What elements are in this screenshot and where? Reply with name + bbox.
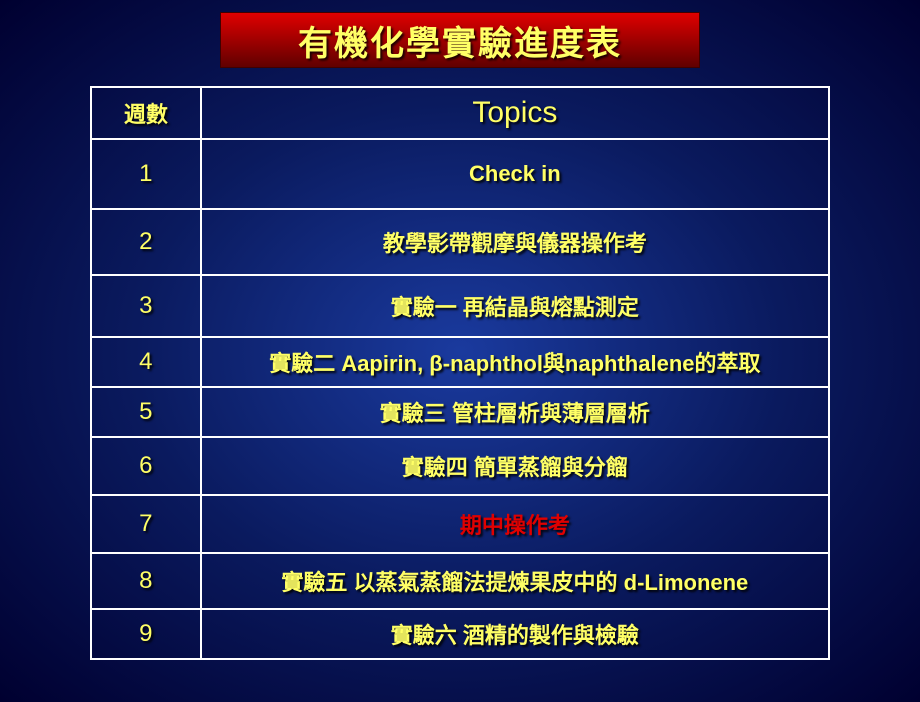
topic-text: 實驗一 再結晶與熔點測定 (391, 295, 639, 320)
schedule-table: 週數 Topics 1 Check in 2 教學影帶觀摩與儀器操作考 3 實驗… (90, 86, 830, 660)
topic-cell: 實驗三 管柱層析與薄層層析 (201, 387, 829, 437)
week-number: 2 (139, 228, 152, 255)
week-number: 3 (139, 292, 152, 319)
header-topic-cell: Topics (201, 87, 829, 139)
week-number: 5 (139, 398, 152, 425)
week-cell: 9 (91, 609, 201, 659)
topic-text: 期中操作考 (460, 513, 570, 538)
topic-cell: 實驗六 酒精的製作與檢驗 (201, 609, 829, 659)
week-number: 7 (139, 510, 152, 537)
topic-text: Check in (469, 161, 561, 186)
topic-cell: Check in (201, 139, 829, 209)
week-cell: 2 (91, 209, 201, 275)
week-cell: 7 (91, 495, 201, 553)
table-row: 4 實驗二 Aapirin, β-naphthol與naphthalene的萃取 (91, 337, 829, 387)
week-cell: 4 (91, 337, 201, 387)
topic-text: 教學影帶觀摩與儀器操作考 (383, 231, 647, 256)
week-cell: 8 (91, 553, 201, 609)
table-row: 2 教學影帶觀摩與儀器操作考 (91, 209, 829, 275)
table-row: 9 實驗六 酒精的製作與檢驗 (91, 609, 829, 659)
week-cell: 3 (91, 275, 201, 337)
week-cell: 6 (91, 437, 201, 495)
topic-cell: 實驗四 簡單蒸餾與分餾 (201, 437, 829, 495)
week-number: 6 (139, 452, 152, 479)
table-row: 8 實驗五 以蒸氣蒸餾法提煉果皮中的 d-Limonene (91, 553, 829, 609)
week-cell: 1 (91, 139, 201, 209)
header-topic-label: Topics (472, 96, 557, 129)
topic-cell: 教學影帶觀摩與儀器操作考 (201, 209, 829, 275)
week-cell: 5 (91, 387, 201, 437)
week-number: 1 (139, 160, 152, 187)
topic-text: 實驗三 管柱層析與薄層層析 (380, 401, 650, 426)
table-row: 5 實驗三 管柱層析與薄層層析 (91, 387, 829, 437)
page-title: 有機化學實驗進度表 (298, 16, 622, 65)
table-row: 6 實驗四 簡單蒸餾與分餾 (91, 437, 829, 495)
topic-cell: 實驗一 再結晶與熔點測定 (201, 275, 829, 337)
header-week-cell: 週數 (91, 87, 201, 139)
table-header-row: 週數 Topics (91, 87, 829, 139)
topic-cell: 實驗五 以蒸氣蒸餾法提煉果皮中的 d-Limonene (201, 553, 829, 609)
week-number: 4 (139, 348, 152, 375)
topic-cell: 實驗二 Aapirin, β-naphthol與naphthalene的萃取 (201, 337, 829, 387)
topic-cell: 期中操作考 (201, 495, 829, 553)
topic-text: 實驗四 簡單蒸餾與分餾 (402, 455, 628, 480)
topic-text: 實驗六 酒精的製作與檢驗 (391, 623, 639, 648)
week-number: 8 (139, 567, 152, 594)
week-number: 9 (139, 620, 152, 647)
table-row: 3 實驗一 再結晶與熔點測定 (91, 275, 829, 337)
table-row: 1 Check in (91, 139, 829, 209)
topic-text: 實驗五 以蒸氣蒸餾法提煉果皮中的 d-Limonene (281, 570, 748, 595)
table-row: 7 期中操作考 (91, 495, 829, 553)
title-banner: 有機化學實驗進度表 (220, 12, 700, 68)
header-week-label: 週數 (124, 102, 168, 127)
topic-text: 實驗二 Aapirin, β-naphthol與naphthalene的萃取 (269, 351, 760, 376)
